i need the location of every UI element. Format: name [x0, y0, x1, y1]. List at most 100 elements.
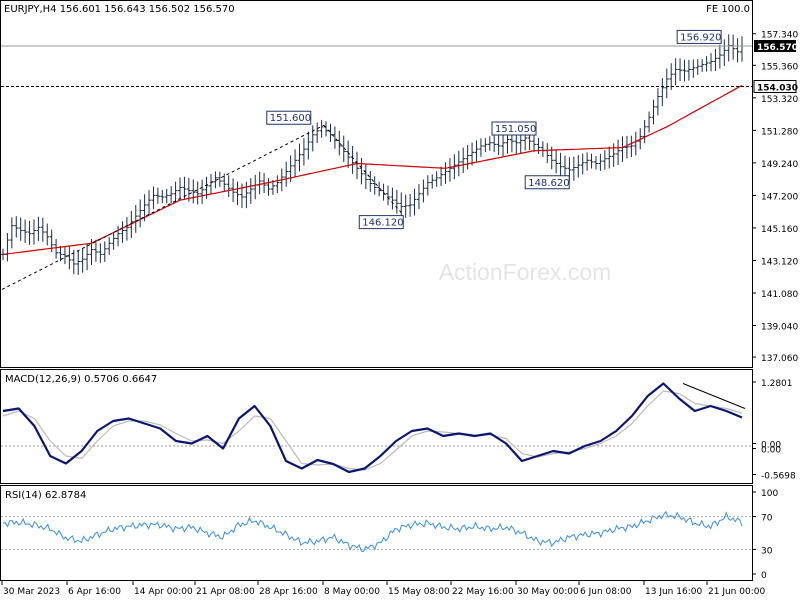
price-bar [107, 237, 112, 255]
annotation-box [524, 175, 570, 190]
price-bar [607, 146, 612, 169]
annotation-box [358, 215, 404, 230]
rsi-y-tick-label: 70 [761, 514, 773, 524]
macd-title: MACD(12,26,9) 0.5706 0.6647 [5, 374, 157, 385]
symbol-ohlc-label: EURJPY,H4 156.601 156.643 156.502 156.57… [4, 4, 235, 15]
x-tick-label: 13 Jun 16:00 [645, 587, 702, 597]
price-bar [222, 173, 227, 192]
price-bar [257, 171, 262, 195]
macd-panel-frame [0, 369, 753, 484]
price-bar [731, 34, 736, 60]
price-bar [36, 216, 41, 241]
price-bar [18, 217, 23, 241]
price-bar [408, 193, 413, 217]
price-bar [478, 138, 483, 157]
price-bar [332, 126, 337, 149]
price-bar [147, 190, 152, 215]
price-bar [474, 140, 479, 162]
price-bar [58, 246, 63, 262]
price-bar [439, 166, 444, 186]
price-bar [169, 186, 174, 204]
price-bar [248, 178, 253, 204]
price-y-tick-label: 147.200 [761, 192, 798, 202]
price-bar [54, 239, 59, 259]
price-bar [368, 170, 373, 192]
price-bar [284, 161, 289, 187]
price-bar [412, 188, 417, 216]
price-bar [545, 143, 550, 164]
annotation-label: 151.050 [495, 124, 536, 135]
price-bar [102, 241, 107, 262]
annotation-label: 148.620 [528, 178, 569, 189]
price-bar [301, 138, 306, 166]
price-bar [629, 135, 634, 158]
price-bar [275, 175, 280, 194]
price-bar [686, 59, 691, 81]
price-bar [363, 164, 368, 190]
price-y-tick-label: 153.320 [761, 95, 798, 105]
price-bar [532, 133, 537, 153]
price-bar [580, 153, 585, 175]
price-bar [501, 132, 506, 157]
price-bar [726, 34, 731, 62]
price-bar [602, 150, 607, 170]
price-bar [208, 173, 213, 194]
price-bar [310, 125, 315, 152]
price-bar [496, 135, 501, 155]
price-bar [421, 179, 426, 203]
x-tick-label: 21 Apr 08:00 [196, 587, 255, 597]
price-bar [385, 185, 390, 206]
price-trendline [1, 124, 325, 290]
rsi-y-tick-label: 30 [761, 546, 773, 556]
x-tick-label: 6 Apr 16:00 [68, 587, 121, 597]
price-bar [213, 171, 218, 189]
annotation-box [266, 110, 312, 125]
price-bar [399, 192, 404, 218]
price-bar [116, 225, 121, 247]
price-bar [235, 181, 240, 206]
price-bar [740, 36, 744, 62]
price-bar [155, 187, 160, 204]
price-bar [328, 123, 333, 142]
macd-trendline [682, 383, 746, 409]
price-bar [540, 141, 545, 157]
price-annotation: 146.120 [358, 215, 404, 230]
price-bar [341, 135, 346, 162]
price-bar [443, 162, 448, 184]
price-bar [456, 150, 461, 177]
price-bar [394, 189, 399, 214]
price-bar [598, 153, 603, 171]
price-bar [195, 181, 200, 205]
price-bar [633, 131, 638, 156]
price-bar [253, 174, 258, 200]
price-bar [585, 152, 590, 171]
price-bar [164, 189, 169, 204]
price-bar [536, 137, 541, 154]
price-bar [403, 194, 408, 218]
price-bar [27, 220, 32, 245]
price-bar [293, 149, 298, 177]
price-bar [324, 121, 329, 137]
price-bar [589, 153, 594, 169]
price-bar [691, 59, 696, 78]
price-bar [133, 204, 138, 233]
price-bar [611, 143, 616, 167]
price-bar [647, 111, 652, 133]
price-bar [447, 158, 452, 182]
price-y-tick-label: 157.340 [761, 31, 798, 41]
x-tick-label: 8 May 00:00 [324, 587, 380, 597]
price-bar [576, 154, 581, 178]
price-y-tick-label: 145.160 [761, 225, 798, 235]
price-bar [470, 142, 475, 166]
price-bar [270, 179, 275, 195]
annotation-label: 156.920 [680, 32, 721, 43]
price-bar [337, 130, 342, 156]
price-bar [138, 199, 143, 228]
price-annotation: 156.920 [676, 29, 722, 44]
price-bar [359, 157, 364, 185]
price-bar [642, 119, 647, 144]
price-bar [40, 217, 45, 242]
price-bar [678, 58, 683, 82]
price-bar [682, 59, 687, 82]
